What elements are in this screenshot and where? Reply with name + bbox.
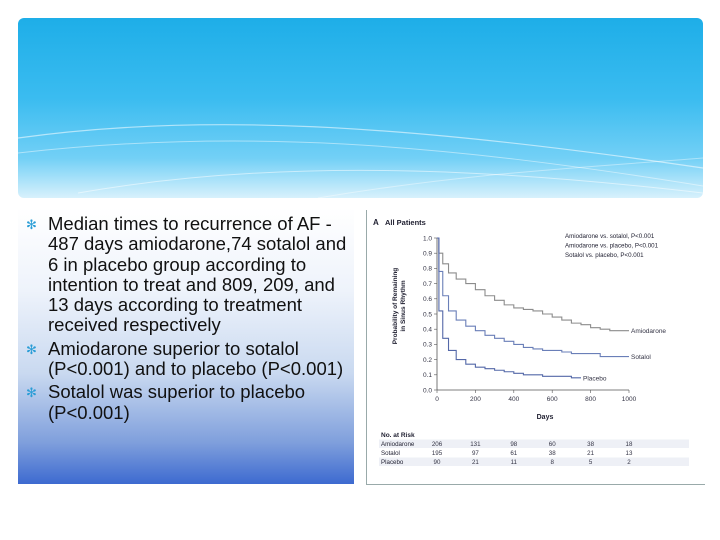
asterisk-bullet-icon: ✻ <box>26 385 37 401</box>
y-axis-label-line2: in Sinus Rhythm <box>400 280 407 332</box>
y-tick-label: 0.5 <box>423 311 432 318</box>
at-risk-value: 2 <box>627 459 631 466</box>
y-tick-label: 0.8 <box>423 266 432 273</box>
series-line-placebo <box>437 237 581 379</box>
at-risk-value: 206 <box>432 441 443 448</box>
x-tick-label: 400 <box>508 396 519 403</box>
at-risk-value: 98 <box>510 441 517 448</box>
at-risk-value: 8 <box>550 459 554 466</box>
bullet-text: Amiodarone superior to sotalol (P<0.001)… <box>48 337 344 380</box>
at-risk-value: 38 <box>549 450 556 457</box>
at-risk-value: 11 <box>511 459 518 466</box>
y-axis-label-line1: Probability of Remaining <box>392 268 399 345</box>
y-tick-label: 0.0 <box>423 387 432 394</box>
at-risk-row-bg <box>379 448 689 457</box>
bullet-item: ✻ Sotalol was superior to placebo (P<0.00… <box>26 381 354 423</box>
y-tick-label: 0.2 <box>423 357 432 364</box>
at-risk-value: 5 <box>589 459 593 466</box>
bullet-text: Median times to recurrence of AF - 487 d… <box>48 213 347 336</box>
y-tick-label: 1.0 <box>423 235 432 242</box>
bullet-text: Sotalol was superior to placebo (P<0.001… <box>48 381 306 423</box>
at-risk-value: 38 <box>587 441 594 448</box>
x-tick-label: 1000 <box>622 396 637 403</box>
series-line-amiodarone <box>437 237 629 332</box>
x-tick-label: 800 <box>585 396 596 403</box>
series-label-placebo: Placebo <box>583 375 607 382</box>
asterisk-bullet-icon: ✻ <box>26 217 37 232</box>
at-risk-table: Amiodarone 206 131 98 60 38 18 Sotalol 195 97 61 38… <box>379 439 689 466</box>
x-tick-label: 0 <box>435 396 439 403</box>
at-risk-value: 90 <box>434 459 441 466</box>
at-risk-value: 13 <box>626 450 633 457</box>
at-risk-value: 97 <box>472 450 479 457</box>
at-risk-value: 61 <box>510 450 517 457</box>
x-tick-label: 200 <box>470 396 481 403</box>
chart-title: All Patients <box>385 218 426 227</box>
x-axis-label: Days <box>537 414 554 421</box>
x-tick-label: 600 <box>547 396 558 403</box>
at-risk-row-bg <box>379 457 689 466</box>
at-risk-value: 18 <box>626 441 633 448</box>
series-label-amiodarone: Amiodarone <box>631 328 666 335</box>
at-risk-row-bg <box>379 439 689 448</box>
y-tick-label: 0.3 <box>423 342 432 349</box>
asterisk-bullet-icon: ✻ <box>26 341 37 357</box>
comparison-text: Sotalol vs. placebo, P<0.001 <box>565 252 644 259</box>
bullet-panel: ✻ Median times to recurrence of AF - 487 … <box>18 208 354 484</box>
at-risk-value: 195 <box>432 450 443 457</box>
header-wave-decoration <box>18 124 703 198</box>
at-risk-row-label: Sotalol <box>381 450 400 457</box>
at-risk-value: 60 <box>549 441 556 448</box>
kaplan-meier-figure: A All Patients Amiodarone vs. sotalol, P… <box>366 210 705 485</box>
at-risk-row-label: Placebo <box>381 459 404 466</box>
at-risk-value: 131 <box>470 441 481 448</box>
bullet-item: ✻ Amiodarone superior to sotalol (P<0.001… <box>26 337 354 380</box>
series-line-sotalol <box>437 237 629 358</box>
kaplan-meier-chart: A All Patients Amiodarone vs. sotalol, P… <box>373 218 689 466</box>
series-label-sotalol: Sotalol <box>631 354 651 361</box>
y-axis-ticks: 0.0 0.1 0.2 0.3 0.4 0.5 0.6 0.7 0.8 0.9 1.0 <box>423 235 437 394</box>
series-labels: Amiodarone Sotalol Placebo <box>583 328 666 382</box>
x-axis-ticks: 0 200 400 600 800 1000 <box>435 390 637 403</box>
panel-label: A <box>373 218 379 227</box>
series-group <box>437 237 629 379</box>
at-risk-value: 21 <box>587 450 594 457</box>
at-risk-title: No. at Risk <box>381 432 415 439</box>
at-risk-value: 21 <box>472 459 479 466</box>
bullet-list: ✻ Median times to recurrence of AF - 487 … <box>18 208 354 423</box>
y-tick-label: 0.9 <box>423 251 432 258</box>
y-tick-label: 0.6 <box>423 296 432 303</box>
y-tick-label: 0.4 <box>423 327 432 334</box>
y-tick-label: 0.7 <box>423 281 432 288</box>
header-banner <box>18 18 703 198</box>
y-tick-label: 0.1 <box>423 372 432 379</box>
comparison-text: Amiodarone vs. sotalol, P<0.001 <box>565 233 655 240</box>
bullet-item: ✻ Median times to recurrence of AF - 487 … <box>26 213 354 336</box>
comparison-text: Amiodarone vs. placebo, P<0.001 <box>565 243 659 250</box>
comparison-list: Amiodarone vs. sotalol, P<0.001 Amiodaron… <box>565 233 659 259</box>
at-risk-row-label: Amiodarone <box>381 441 415 448</box>
